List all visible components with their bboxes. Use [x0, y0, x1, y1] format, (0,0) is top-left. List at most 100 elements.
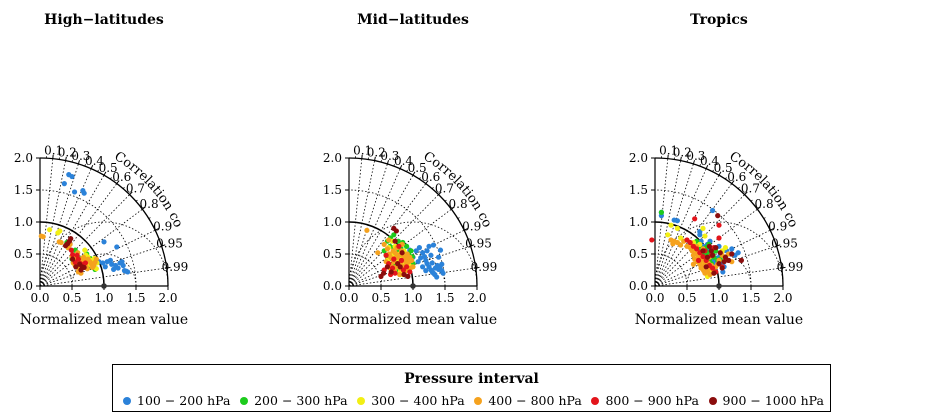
x-tick-label: 0.0 [30, 291, 49, 305]
correlation-axis-label: Correlation coefficient [0, 0, 801, 230]
correlation-tick-label: 0.2 [58, 145, 77, 159]
data-point [430, 242, 437, 248]
correlation-minor-tick [737, 187, 740, 189]
x-tick-label: 2.0 [773, 291, 792, 305]
data-point [396, 243, 402, 249]
y-tick-label: 0.0 [323, 279, 342, 293]
correlation-minor-tick [699, 164, 701, 167]
data-point [61, 181, 67, 187]
correlation-tick-label: 0.8 [755, 197, 774, 211]
data-point [710, 265, 716, 271]
data-point [704, 254, 711, 260]
data-point [401, 271, 407, 278]
data-point [697, 232, 703, 238]
correlation-minor-tick [750, 199, 753, 202]
legend: Pressure interval 100 − 200 hPa 200 − 300… [112, 364, 831, 412]
correlation-minor-tick [84, 164, 86, 167]
data-point [111, 266, 117, 272]
panel-title: Tropics [690, 12, 748, 28]
legend-marker [240, 396, 249, 405]
y-tick-label: 2.0 [323, 151, 342, 165]
data-point [388, 269, 394, 275]
correlation-tick-label: 0.95 [156, 236, 183, 250]
data-point [81, 190, 87, 196]
correlation-tick [412, 171, 416, 176]
data-point [82, 260, 89, 266]
data-point [716, 235, 722, 241]
correlation-tick [757, 206, 761, 210]
correlation-tick [90, 164, 94, 169]
data-point [101, 239, 107, 245]
data-point [384, 264, 390, 270]
correlation-tick-label: 0.7 [126, 182, 145, 196]
correlation-tick-label: 0.3 [380, 149, 399, 163]
data-point [380, 270, 387, 276]
correlation-minor-tick [444, 199, 447, 202]
data-point [40, 234, 46, 240]
correlation-tick-label: 0.6 [421, 170, 440, 184]
series-900-1000 [700, 213, 745, 276]
data-point [735, 250, 741, 256]
correlation-tick-label: 0.99 [777, 260, 804, 274]
correlation-tick [116, 180, 120, 184]
x-tick-label: 0.5 [677, 291, 696, 305]
legend-entries: 100 − 200 hPa 200 − 300 hPa 300 − 400 hPa 4… [123, 393, 824, 408]
correlation-tick-label: 0.9 [768, 220, 787, 234]
data-point [93, 256, 99, 262]
data-point [722, 245, 729, 251]
data-point [397, 264, 403, 270]
reference-point [410, 283, 416, 289]
correlation-tick [386, 160, 390, 165]
data-point [428, 252, 434, 258]
correlation-tick [731, 180, 735, 184]
data-point [391, 232, 397, 238]
correlation-tick [438, 191, 442, 195]
data-point [702, 270, 708, 276]
reference-point [101, 283, 107, 289]
correlation-axis-label-text: Correlation coefficient [0, 0, 801, 230]
correlation-minor-tick [776, 245, 779, 247]
outer-arc [348, 157, 478, 287]
correlation-tick-label: 0.7 [741, 182, 760, 196]
correlation-axis-label-text: Correlation coefficient [0, 0, 495, 230]
outer-arc [39, 157, 169, 287]
rms-gridline [39, 221, 169, 287]
taylor-diagram-figure: High−latitudes0.00.00.50.51.01.01.51.52.… [0, 0, 804, 328]
correlation-tick-label: 0.8 [140, 197, 159, 211]
legend-entry: 300 − 400 hPa [357, 393, 465, 408]
correlation-tick [399, 164, 403, 169]
y-tick-label: 1.5 [629, 183, 648, 197]
data-point [674, 218, 681, 224]
data-point [668, 222, 674, 228]
data-point [678, 235, 684, 241]
y-tick-label: 0.0 [14, 279, 33, 293]
correlation-minor-tick [725, 177, 727, 180]
data-point [689, 248, 695, 254]
data-point [729, 251, 735, 257]
data-point [407, 269, 413, 275]
legend-label: 900 − 1000 hPa [722, 393, 824, 408]
radial-gridline [39, 189, 137, 287]
data-point [692, 216, 698, 222]
data-point [426, 243, 432, 249]
correlation-tick-label: 0.3 [686, 149, 705, 163]
correlation-tick-label: 0.5 [714, 161, 733, 175]
correlation-minor-tick [470, 245, 473, 247]
data-point [738, 257, 745, 263]
x-axis-label: Normalized mean value [329, 312, 497, 328]
data-point [68, 247, 74, 253]
data-point [729, 246, 735, 252]
data-point [78, 267, 84, 273]
data-point [114, 244, 120, 250]
data-point [400, 267, 406, 273]
correlation-tick [65, 156, 67, 161]
data-point [678, 242, 684, 248]
data-point [720, 269, 726, 275]
y-tick-label: 0.5 [14, 247, 33, 261]
correlation-tick [77, 160, 81, 165]
data-point [721, 259, 727, 265]
y-tick-label: 1.0 [14, 215, 33, 229]
x-tick-label: 1.5 [126, 291, 145, 305]
correlation-tick [425, 180, 429, 184]
correlation-tick [475, 266, 480, 269]
